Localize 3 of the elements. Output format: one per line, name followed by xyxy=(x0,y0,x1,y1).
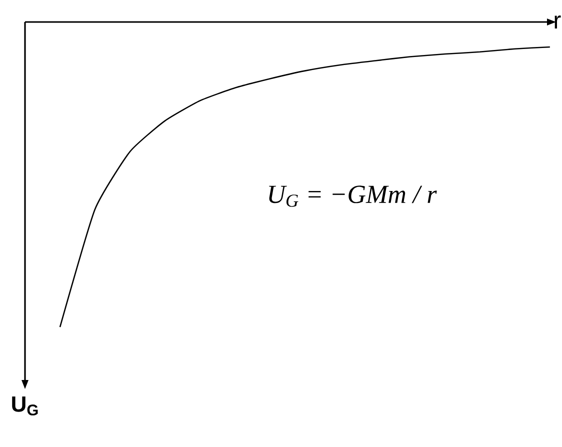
annotation: U$_{G}$ = −GMm / r xyxy=(269,186,437,207)
y-axis-title: U$_{G}$ xyxy=(12,396,38,416)
x-axis-title: r xyxy=(554,16,561,28)
